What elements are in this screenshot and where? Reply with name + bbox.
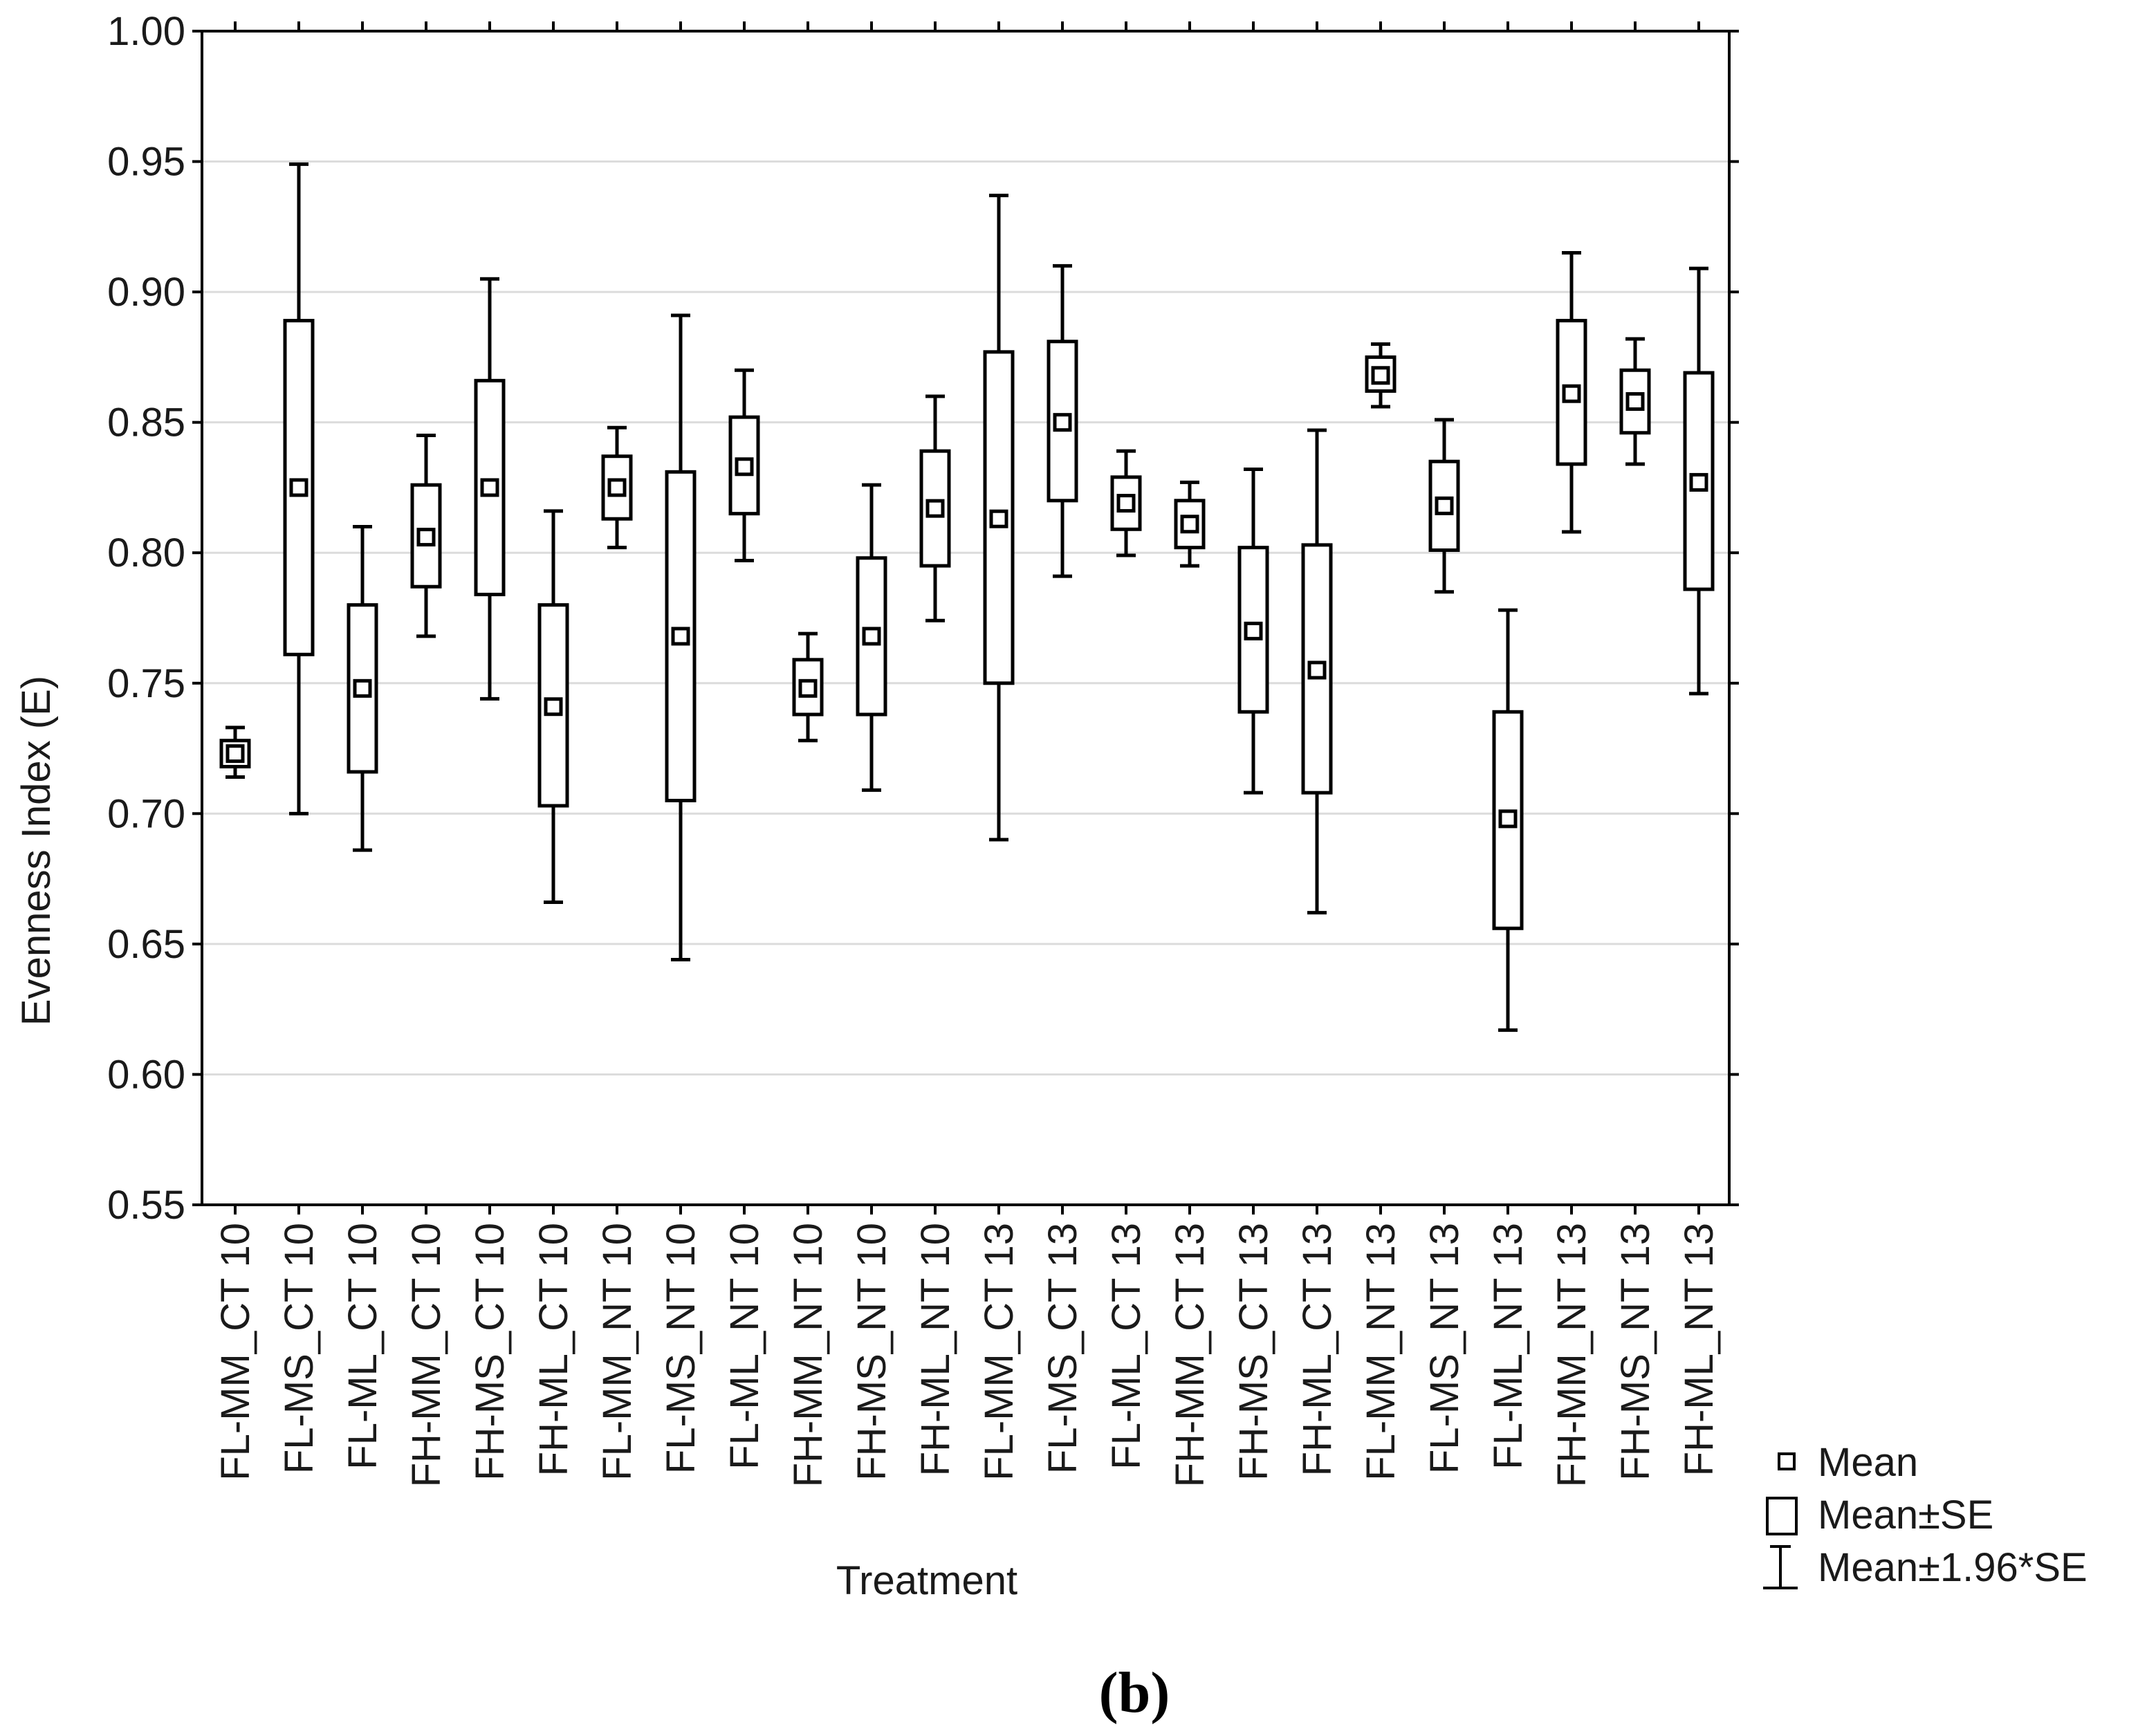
- box-22: [1556, 251, 1587, 534]
- mean-marker: [1689, 472, 1708, 492]
- legend-mean-symbol: [1778, 1452, 1796, 1470]
- mean-marker: [1371, 366, 1390, 385]
- x-tick-label: FH-MS_NT 10: [849, 1223, 894, 1481]
- mean-marker: [1053, 413, 1072, 432]
- y-tick-label: 0.55: [107, 1183, 185, 1228]
- mean-marker: [544, 697, 563, 717]
- box-12: [919, 394, 951, 622]
- box-6: [537, 509, 569, 905]
- box-8: [665, 313, 697, 962]
- y-tick-label: 0.60: [107, 1052, 185, 1097]
- mean-marker: [989, 509, 1008, 528]
- legend: Mean Mean±SE Mean±1.96*SE: [1763, 1440, 2088, 1590]
- box-14: [1047, 264, 1078, 578]
- x-tick-label: FL-MS_CT 10: [277, 1223, 322, 1474]
- box-18: [1301, 428, 1333, 915]
- mean-marker: [1562, 384, 1581, 403]
- box-24: [1683, 266, 1715, 696]
- x-tick-label: FL-MM_CT 10: [213, 1223, 258, 1481]
- y-tick-label: 0.80: [107, 530, 185, 575]
- box-1: [219, 726, 251, 779]
- mean-marker: [1307, 661, 1327, 680]
- grid-lines: [202, 160, 1729, 1075]
- x-tick-label: FH-MS_CT 10: [468, 1223, 513, 1481]
- mean-marker: [1116, 494, 1136, 513]
- box-11: [856, 483, 887, 792]
- box-7: [601, 425, 633, 550]
- x-tick-label: FH-ML_NT 10: [913, 1223, 958, 1476]
- y-tick-label: 0.70: [107, 791, 185, 836]
- mean-marker: [1244, 621, 1263, 640]
- y-axis-ticks: 0.55 0.60 0.65 0.70 0.75 0.80 0.85 0.90 0.95 1.00: [107, 9, 1739, 1228]
- x-tick-label: FH-MM_NT 10: [786, 1223, 831, 1487]
- mean-marker: [416, 528, 436, 547]
- panel-letter: b: [1118, 1661, 1151, 1725]
- box-5: [474, 277, 506, 701]
- x-tick-label: FL-MM_NT 13: [1358, 1223, 1403, 1481]
- y-tick-label: 0.85: [107, 400, 185, 445]
- x-tick-label: FL-ML_NT 13: [1486, 1223, 1531, 1470]
- box-2: [283, 162, 315, 815]
- y-axis-title: Evenness Index (E): [14, 676, 59, 1026]
- mean-marker: [225, 744, 245, 764]
- legend-se-symbol: [1766, 1497, 1798, 1535]
- mean-marker: [1498, 809, 1518, 829]
- box-17: [1237, 468, 1269, 795]
- box-10: [792, 631, 824, 743]
- x-tick-label: FL-ML_NT 10: [722, 1223, 767, 1470]
- legend-ci-label: Mean±1.96*SE: [1818, 1545, 2088, 1590]
- x-tick-label: FH-MM_CT 13: [1168, 1223, 1213, 1487]
- y-tick-label: 0.65: [107, 922, 185, 967]
- mean-marker: [480, 478, 499, 497]
- box-15: [1110, 449, 1142, 557]
- mean-marker: [607, 478, 627, 497]
- x-tick-label: FL-MM_CT 13: [977, 1223, 1022, 1481]
- x-tick-label: FH-MM_CT 10: [404, 1223, 449, 1487]
- x-tick-label: FL-ML_CT 10: [340, 1223, 385, 1470]
- box-4: [410, 434, 442, 638]
- y-tick-label: 1.00: [107, 9, 185, 54]
- legend-se-label: Mean±SE: [1818, 1493, 1993, 1538]
- x-tick-label: FL-MM_NT 10: [595, 1223, 640, 1481]
- mean-marker: [1435, 496, 1454, 515]
- x-axis-ticks: FL-MM_CT 10 FL-MS_CT 10 FL-ML_CT 10 FH-MM_C…: [213, 21, 1722, 1487]
- mean-marker: [1625, 391, 1645, 411]
- x-tick-label: FL-ML_CT 13: [1104, 1223, 1149, 1470]
- box-19: [1365, 342, 1397, 409]
- box-13: [983, 194, 1015, 842]
- y-tick-label: 0.95: [107, 140, 185, 185]
- mean-marker: [289, 478, 308, 497]
- y-tick-label: 0.90: [107, 270, 185, 315]
- mean-marker: [735, 457, 754, 477]
- x-axis-title: Treatment: [836, 1558, 1017, 1603]
- y-tick-label: 0.75: [107, 661, 185, 706]
- box-20: [1428, 418, 1460, 594]
- plot-frame: [201, 30, 1731, 1206]
- x-tick-label: FL-MS_NT 10: [658, 1223, 703, 1474]
- mean-marker: [862, 627, 881, 646]
- box-21: [1492, 608, 1524, 1032]
- box-9: [728, 368, 760, 563]
- x-tick-label: FL-MS_NT 13: [1422, 1223, 1467, 1474]
- panel-label: (b): [1099, 1661, 1170, 1725]
- mean-marker: [798, 678, 818, 698]
- x-tick-label: FH-ML_NT 13: [1677, 1223, 1722, 1476]
- mean-marker: [353, 678, 372, 698]
- box-3: [347, 525, 378, 852]
- x-tick-label: FL-MS_CT 13: [1040, 1223, 1085, 1474]
- x-tick-label: FH-MS_CT 13: [1231, 1223, 1276, 1481]
- mean-marker: [925, 499, 945, 518]
- box-23: [1619, 337, 1651, 466]
- x-tick-label: FH-MS_NT 13: [1613, 1223, 1658, 1481]
- mean-marker: [1180, 515, 1199, 534]
- box-16: [1174, 480, 1206, 568]
- box-series: [219, 162, 1715, 1032]
- x-tick-label: FH-ML_CT 10: [531, 1223, 576, 1476]
- x-tick-label: FH-ML_CT 13: [1295, 1223, 1340, 1476]
- mean-marker: [671, 627, 690, 646]
- legend-mean-label: Mean: [1818, 1440, 1918, 1485]
- x-tick-label: FH-MM_NT 13: [1549, 1223, 1594, 1487]
